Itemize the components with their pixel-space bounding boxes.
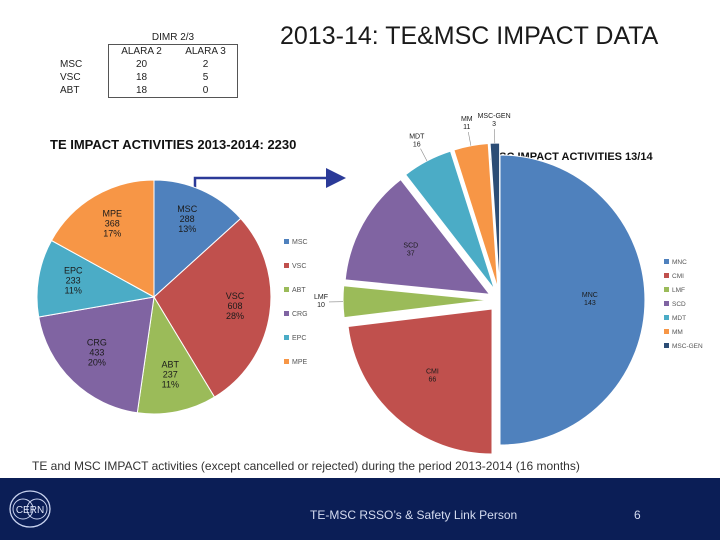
legend-swatch-mnc bbox=[664, 259, 669, 264]
dimr-cell: 18 bbox=[108, 84, 174, 98]
legend-label-epc: EPC bbox=[292, 335, 306, 342]
legend-label-abt: ABT bbox=[292, 287, 306, 294]
data-label-cmi: CMI 66 bbox=[426, 368, 439, 383]
dimr-row-label: VSC bbox=[60, 72, 81, 83]
data-label-mnc: MNC 143 bbox=[582, 292, 598, 307]
dimr-cell: 0 bbox=[174, 84, 238, 98]
te-pie-chart: MSC 288 13% VSC 608 28% ABT 237 11% CRG 433 20% EPC 2… bbox=[36, 179, 272, 415]
dimr-header: DIMR 2/3 bbox=[151, 32, 195, 43]
legend-label-msc: MSC bbox=[292, 239, 308, 246]
legend-label-mpe: MPE bbox=[292, 359, 308, 366]
data-label-mpe: MPE 368 17% bbox=[103, 209, 123, 239]
dimr-table: DIMR 2/3 ALARA 2 ALARA 3 MSC 20 2 VSC 18… bbox=[60, 31, 238, 98]
cern-logo: CERN bbox=[9, 490, 51, 528]
data-label-crg: CRG 433 20% bbox=[87, 338, 107, 368]
dimr-cell: 2 bbox=[174, 58, 238, 71]
pie-slice-mm bbox=[453, 142, 499, 289]
pie-slice-lmf bbox=[342, 285, 489, 319]
dimr-cell: 20 bbox=[108, 58, 174, 71]
dimr-cell: 18 bbox=[108, 71, 174, 84]
pie-slice-msc bbox=[153, 179, 242, 299]
legend-swatch-mm bbox=[664, 329, 669, 334]
dimr-row-label: MSC bbox=[60, 59, 83, 70]
data-label-scd: SCD 37 bbox=[403, 243, 418, 258]
dimr-col-header: ALARA 3 bbox=[174, 44, 238, 58]
legend-swatch-msc-gen bbox=[664, 343, 669, 348]
charts-canvas: TE IMPACT ACTIVITIES 2013-2014: 2230 MSC… bbox=[36, 113, 703, 455]
data-label-msc-gen: MSC-GEN 3 bbox=[478, 113, 511, 128]
pie-slice-abt bbox=[136, 295, 216, 415]
legend-swatch-cmi bbox=[664, 273, 669, 278]
data-label-epc: EPC 233 11% bbox=[64, 266, 83, 296]
dimr-col-header: ALARA 2 bbox=[108, 44, 174, 58]
pie-slice-vsc bbox=[153, 217, 272, 398]
te-pie-legend: MSC VSC ABT CRG EPC MPE bbox=[284, 239, 308, 366]
legend-swatch-scd bbox=[664, 301, 669, 306]
te-chart-title: TE IMPACT ACTIVITIES 2013-2014: 2230 bbox=[50, 137, 296, 152]
pie-slice-cmi bbox=[347, 308, 493, 455]
legend-label-scd: SCD bbox=[672, 301, 686, 308]
legend-swatch-vsc bbox=[284, 263, 289, 268]
logo-text: CERN bbox=[16, 505, 44, 516]
dimr-cell: 5 bbox=[174, 71, 238, 84]
leader-line-mm bbox=[468, 131, 472, 146]
legend-label-mdt: MDT bbox=[672, 315, 686, 322]
page-number: 6 bbox=[634, 508, 641, 522]
legend-swatch-crg bbox=[284, 311, 289, 316]
footer-text: TE-MSC RSSO’s & Safety Link Person bbox=[310, 508, 518, 522]
data-label-lmf: LMF 10 bbox=[314, 294, 328, 309]
link-arrow bbox=[193, 168, 346, 188]
dimr-row-label: ABT bbox=[60, 85, 80, 97]
data-label-mdt: MDT 16 bbox=[409, 134, 425, 149]
data-label-vsc: VSC 608 28% bbox=[226, 291, 245, 321]
legend-label-mm: MM bbox=[672, 329, 683, 336]
msc-pie-legend: MNC CMI LMF SCD MDT MM MSC-GEN bbox=[664, 259, 703, 350]
legend-label-vsc: VSC bbox=[292, 263, 306, 270]
pie-slice-crg bbox=[38, 296, 155, 414]
legend-swatch-epc bbox=[284, 335, 289, 340]
msc-pie-chart: MNC 143 CMI 66 LMF 10 SCD 37 MDT 16 MM 11 MSC-GEN 3 bbox=[314, 113, 646, 455]
legend-label-crg: CRG bbox=[292, 311, 308, 318]
data-label-mm: MM 11 bbox=[461, 116, 473, 131]
pie-slice-epc bbox=[36, 239, 156, 318]
pie-slice-mpe bbox=[50, 179, 155, 298]
legend-label-cmi: CMI bbox=[672, 273, 684, 280]
data-label-abt: ABT 237 11% bbox=[162, 359, 180, 389]
pie-slice-scd bbox=[344, 178, 491, 295]
leader-line-mdt bbox=[420, 148, 428, 162]
legend-label-lmf: LMF bbox=[672, 287, 685, 294]
legend-swatch-mdt bbox=[664, 315, 669, 320]
legend-swatch-mpe bbox=[284, 359, 289, 364]
footer-bar: CERN TE-MSC RSSO’s & Safety Link Person … bbox=[0, 478, 720, 540]
pie-slice-mnc bbox=[499, 154, 646, 446]
slide-title: 2013-14: TE&MSC IMPACT DATA bbox=[280, 22, 659, 50]
legend-swatch-lmf bbox=[664, 287, 669, 292]
slide-caption: TE and MSC IMPACT activities (except can… bbox=[32, 459, 580, 473]
legend-swatch-msc bbox=[284, 239, 289, 244]
legend-label-msc-gen: MSC-GEN bbox=[672, 343, 703, 350]
legend-label-mnc: MNC bbox=[672, 259, 687, 266]
legend-swatch-abt bbox=[284, 287, 289, 292]
data-label-msc: MSC 288 13% bbox=[177, 204, 198, 234]
